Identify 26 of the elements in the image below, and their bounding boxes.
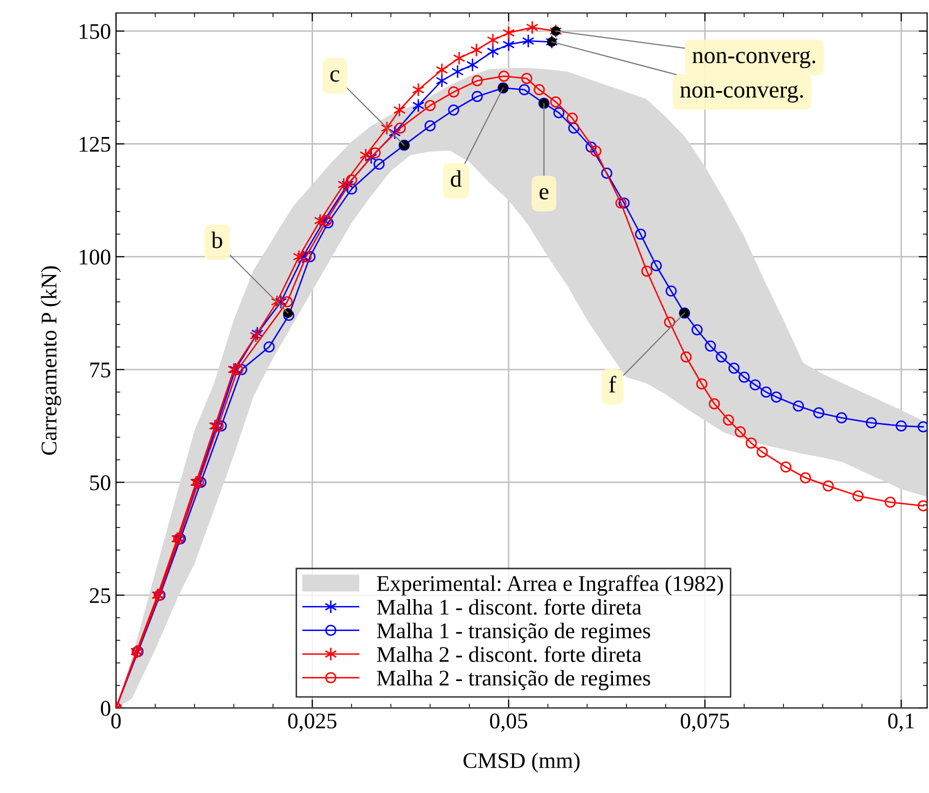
annotation: d: [450, 170, 462, 187]
legend-label: Malha 1 - transição de regimes: [376, 622, 650, 643]
x-tick-label: 0,1: [888, 714, 914, 732]
legend-label: Malha 2 - transição de regimes: [376, 670, 650, 690]
legend-label: Malha 2 - discont. forte direta: [376, 646, 642, 662]
x-tick-label: 0,075: [680, 714, 730, 732]
y-tick-label: 100: [80, 250, 110, 265]
annotation: c: [330, 70, 340, 82]
annotation: f: [609, 376, 616, 392]
x-tick-label: 0,025: [288, 714, 336, 732]
annotation: b: [211, 232, 222, 248]
legend-label: Malha 1 - discont. forte direta: [376, 598, 642, 615]
x-tick-label: 0: [111, 714, 121, 728]
y-tick-label: 25: [90, 588, 110, 604]
y-tick-label: 0: [100, 700, 110, 716]
y-axis-title: Carregamento P (kN): [40, 266, 62, 455]
y-tick-label: 50: [90, 475, 110, 490]
annotation: e: [540, 188, 548, 200]
x-axis-title: CMSD (mm): [464, 752, 580, 773]
annotation: non-converg.: [692, 50, 816, 68]
y-tick-label: 75: [90, 362, 110, 378]
legend-label: Experimental: Arrea e Ingraffea (1982): [376, 575, 723, 596]
y-tick-label: 125: [80, 136, 110, 152]
x-tick-label: 0,05: [490, 714, 528, 732]
y-tick-label: 150: [80, 24, 110, 39]
annotation: non-converg.: [680, 85, 803, 103]
